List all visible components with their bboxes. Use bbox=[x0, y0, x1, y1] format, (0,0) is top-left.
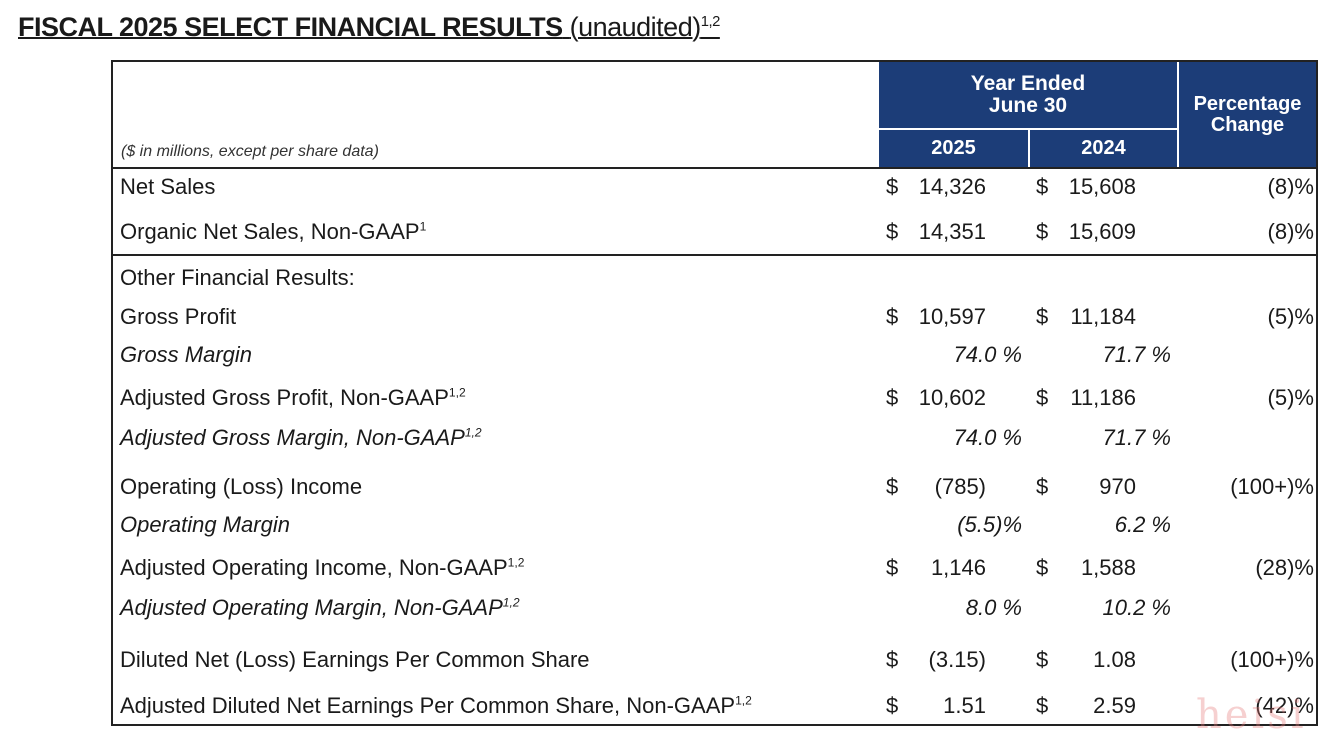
financial-results-table: ($ in millions, except per share data) Y… bbox=[111, 60, 1318, 726]
percentage-change: (42)% bbox=[1255, 693, 1314, 718]
column-2024-header: 2024 bbox=[1030, 130, 1177, 167]
value-2025: 1.51 bbox=[943, 693, 986, 718]
value-2024: 2.59 bbox=[1093, 693, 1136, 718]
currency-2025: $ bbox=[886, 219, 899, 244]
value-2025: 14,351 bbox=[918, 219, 986, 244]
value-2025: (3.15) bbox=[928, 647, 986, 672]
currency-2024: $ bbox=[1036, 304, 1049, 329]
margin-2025: (5.5)% bbox=[957, 512, 1022, 537]
table-row: Gross Margin 74.0 % 71.7 % bbox=[113, 342, 1316, 372]
currency-2024: $ bbox=[1036, 174, 1049, 199]
table-row: Adjusted Operating Income, Non-GAAP1,2 $1… bbox=[113, 555, 1316, 585]
currency-2025: $ bbox=[886, 647, 899, 672]
value-2025: 1,146 bbox=[930, 555, 986, 580]
footnote-ref: 1,2 bbox=[502, 595, 520, 610]
percentage-change: (100+)% bbox=[1230, 474, 1314, 499]
table-row: Operating (Loss) Income $ (785) $970 (100+)% bbox=[113, 474, 1316, 504]
currency-2024: $ bbox=[1036, 693, 1049, 718]
row-label: Adjusted Diluted Net Earnings Per Common… bbox=[120, 693, 752, 718]
currency-2024: $ bbox=[1036, 555, 1049, 580]
footnote-ref: 1,2 bbox=[507, 555, 525, 570]
row-label: Adjusted Gross Margin, Non-GAAP1,2 bbox=[120, 425, 482, 450]
year-ended-header: Year Ended June 30 bbox=[879, 62, 1177, 128]
value-2025: 10,597 bbox=[918, 304, 986, 329]
row-label: Diluted Net (Loss) Earnings Per Common S… bbox=[120, 647, 590, 672]
currency-2025: $ bbox=[886, 385, 899, 410]
row-label: Gross Profit bbox=[120, 304, 237, 329]
table-row: Adjusted Operating Margin, Non-GAAP1,2 8.… bbox=[113, 595, 1316, 625]
margin-2024: 71.7 % bbox=[1102, 425, 1172, 450]
percentage-change-header: Percentage Change bbox=[1179, 62, 1316, 167]
table-row: Net Sales $14,326 $15,608 (8)% bbox=[113, 174, 1316, 204]
value-2024: 11,186 bbox=[1070, 385, 1136, 410]
section-divider bbox=[113, 254, 1316, 256]
margin-2025: 8.0 % bbox=[965, 595, 1022, 620]
value-2024: 15,608 bbox=[1068, 174, 1136, 199]
percentage-change: (28)% bbox=[1255, 555, 1314, 580]
percentage-change: (8)% bbox=[1267, 219, 1314, 244]
value-2025: 10,602 bbox=[918, 385, 986, 410]
percentage-change: (5)% bbox=[1267, 304, 1314, 329]
value-2024: 11,184 bbox=[1070, 304, 1136, 329]
footnote-ref: 1 bbox=[419, 219, 427, 234]
row-label: Adjusted Operating Margin, Non-GAAP1,2 bbox=[120, 595, 520, 620]
row-label: Adjusted Gross Profit, Non-GAAP1,2 bbox=[120, 385, 466, 410]
currency-2025: $ bbox=[886, 474, 899, 499]
currency-2024: $ bbox=[1036, 219, 1049, 244]
footnote-ref: 1,2 bbox=[735, 693, 752, 708]
currency-2025: $ bbox=[886, 693, 899, 718]
table-row: Gross Profit $10,597 $11,184 (5)% bbox=[113, 304, 1316, 334]
value-2024: 1.08 bbox=[1093, 647, 1136, 672]
margin-2025: 74.0 % bbox=[953, 425, 1023, 450]
row-label: Operating (Loss) Income bbox=[120, 474, 363, 499]
percentage-change: (100+)% bbox=[1230, 647, 1314, 672]
currency-2025: $ bbox=[886, 555, 899, 580]
units-note: ($ in millions, except per share data) bbox=[121, 143, 379, 160]
row-label: Net Sales bbox=[120, 174, 216, 199]
table-row: Operating Margin (5.5)% 6.2 % bbox=[113, 512, 1316, 542]
value-2024: 970 bbox=[1099, 474, 1136, 499]
currency-2024: $ bbox=[1036, 647, 1049, 672]
footnote-ref: 1,2 bbox=[464, 425, 482, 440]
row-label: Operating Margin bbox=[120, 512, 290, 537]
margin-2024: 71.7 % bbox=[1102, 342, 1172, 367]
table-row: Adjusted Diluted Net Earnings Per Common… bbox=[113, 693, 1316, 723]
table-row: Diluted Net (Loss) Earnings Per Common S… bbox=[113, 647, 1316, 677]
currency-2024: $ bbox=[1036, 474, 1049, 499]
header-divider bbox=[113, 167, 1316, 169]
row-label: Other Financial Results: bbox=[120, 265, 355, 290]
currency-2024: $ bbox=[1036, 385, 1049, 410]
table-row: Organic Net Sales, Non-GAAP1 $14,351 $15,6… bbox=[113, 219, 1316, 249]
margin-2024: 10.2 % bbox=[1102, 595, 1172, 620]
watermark: heisi bbox=[1196, 692, 1307, 738]
table-row: Adjusted Gross Profit, Non-GAAP1,2 $10,60… bbox=[113, 385, 1316, 415]
value-2024: 1,588 bbox=[1080, 555, 1136, 580]
table-row: Adjusted Gross Margin, Non-GAAP1,2 74.0 %… bbox=[113, 425, 1316, 455]
margin-2024: 6.2 % bbox=[1114, 512, 1171, 537]
value-2025: 14,326 bbox=[918, 174, 986, 199]
value-2024: 15,609 bbox=[1068, 219, 1136, 244]
row-label: Gross Margin bbox=[120, 342, 253, 367]
column-2025-header: 2025 bbox=[879, 130, 1028, 167]
currency-2025: $ bbox=[886, 174, 899, 199]
value-2025: (785) bbox=[934, 474, 986, 499]
row-label: Adjusted Operating Income, Non-GAAP1,2 bbox=[120, 555, 525, 580]
row-label: Organic Net Sales, Non-GAAP1 bbox=[120, 219, 427, 244]
page-title: FISCAL 2025 SELECT FINANCIAL RESULTS (un… bbox=[18, 12, 720, 42]
percentage-change: (5)% bbox=[1267, 385, 1314, 410]
margin-2025: 74.0 % bbox=[953, 342, 1023, 367]
footnote-ref: 1,2 bbox=[448, 385, 466, 400]
table-row: Other Financial Results: bbox=[113, 265, 1316, 295]
currency-2025: $ bbox=[886, 304, 899, 329]
percentage-change: (8)% bbox=[1267, 174, 1314, 199]
